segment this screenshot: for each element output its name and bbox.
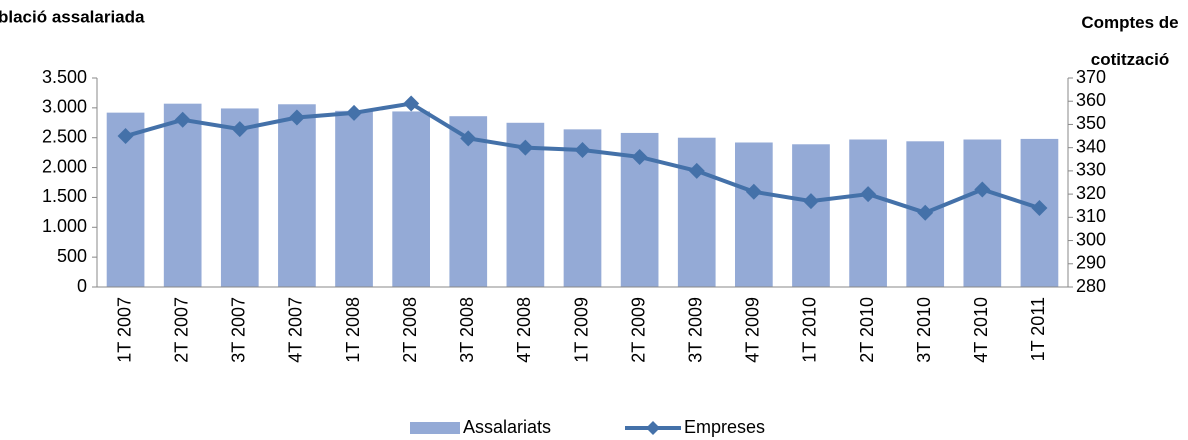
marker xyxy=(974,181,991,198)
bar xyxy=(220,108,259,287)
y2-tick-label: 340 xyxy=(1076,136,1106,156)
x-tick-label: 3T 2007 xyxy=(229,297,249,363)
bar xyxy=(792,144,830,287)
marker xyxy=(745,183,762,200)
marker xyxy=(460,130,477,147)
legend-label: Empreses xyxy=(684,417,765,437)
x-tick-label: 4T 2010 xyxy=(971,297,991,363)
marker xyxy=(403,95,420,112)
bar xyxy=(735,142,773,287)
x-tick-label: 4T 2009 xyxy=(743,297,763,363)
x-tick-label: 1T 2009 xyxy=(571,297,591,363)
x-tick-label: 1T 2008 xyxy=(343,297,363,363)
legend-marker xyxy=(646,421,660,435)
marker xyxy=(917,204,934,221)
y-tick-label: 1.500 xyxy=(42,186,87,206)
y2-axis-title: Comptes de cotització xyxy=(1081,13,1179,69)
marker xyxy=(117,128,134,145)
y2-tick-label: 310 xyxy=(1076,206,1106,226)
marker xyxy=(631,148,648,165)
y2-tick-label: 370 xyxy=(1076,67,1106,87)
y2-tick-label: 290 xyxy=(1076,253,1106,273)
bar xyxy=(163,103,202,287)
bar xyxy=(278,104,316,287)
bar xyxy=(963,139,1002,287)
legend-swatch xyxy=(410,422,460,434)
x-tick-label: 4T 2008 xyxy=(514,297,534,363)
y2-tick-label: 280 xyxy=(1076,276,1106,296)
x-tick-label: 3T 2008 xyxy=(457,297,477,363)
y2-tick-label: 330 xyxy=(1076,160,1106,180)
x-tick-label: 2T 2007 xyxy=(171,297,191,363)
y-tick-label: 3.500 xyxy=(42,67,87,87)
y-tick-label: 2.000 xyxy=(42,156,87,176)
bar xyxy=(335,110,373,287)
bar xyxy=(677,137,716,287)
y-tick-label: 1.000 xyxy=(42,216,87,236)
marker xyxy=(288,109,305,126)
y-tick-label: 500 xyxy=(57,246,87,266)
chart-title: blació assalariada xyxy=(0,7,145,26)
y2-tick-label: 360 xyxy=(1076,90,1106,110)
bar xyxy=(849,139,887,287)
marker xyxy=(517,139,534,156)
y-tick-label: 2.500 xyxy=(42,126,87,146)
y2-tick-label: 350 xyxy=(1076,113,1106,133)
marker xyxy=(574,141,591,158)
marker xyxy=(231,121,248,138)
x-tick-label: 4T 2007 xyxy=(286,297,306,363)
marker xyxy=(688,162,705,179)
x-tick-label: 1T 2011 xyxy=(1028,297,1048,361)
x-tick-label: 2T 2010 xyxy=(857,297,877,363)
y2-tick-label: 300 xyxy=(1076,229,1106,249)
marker xyxy=(174,111,191,128)
bar xyxy=(392,111,430,287)
y2-tick-label: 320 xyxy=(1076,183,1106,203)
y-tick-label: 0 xyxy=(77,276,87,296)
marker xyxy=(1031,200,1048,217)
x-tick-label: 2T 2009 xyxy=(628,297,648,363)
marker xyxy=(802,193,819,210)
x-tick-label: 3T 2010 xyxy=(914,297,934,363)
x-tick-label: 1T 2010 xyxy=(800,297,820,363)
x-tick-label: 1T 2007 xyxy=(114,297,134,363)
legend-label: Assalariats xyxy=(463,417,551,437)
y-tick-label: 3.000 xyxy=(42,97,87,117)
marker xyxy=(860,186,877,203)
x-tick-label: 2T 2008 xyxy=(400,297,420,363)
x-tick-label: 3T 2009 xyxy=(685,297,705,363)
marker xyxy=(346,104,363,121)
